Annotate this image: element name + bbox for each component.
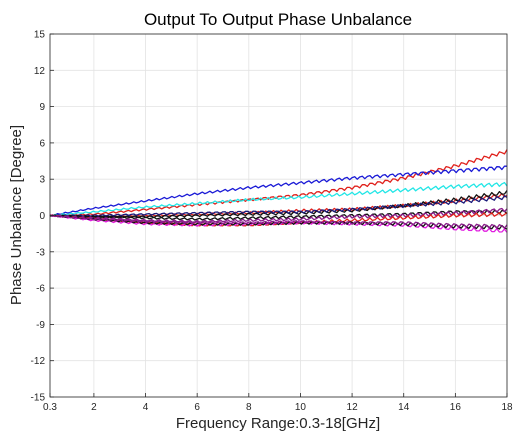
series-layer xyxy=(49,149,508,233)
x-tick-label: 8 xyxy=(246,402,252,413)
x-axis-ticks: 0.3 2 4 6 8 10 12 14 16 18 xyxy=(43,393,513,413)
x-tick-label: 0.3 xyxy=(43,402,57,413)
y-tick-label: -15 xyxy=(31,393,46,404)
x-tick-label: 16 xyxy=(450,402,462,413)
series-line xyxy=(49,195,508,217)
x-tick-label: 18 xyxy=(501,402,513,413)
x-tick-label: 2 xyxy=(91,402,97,413)
y-tick-label: 15 xyxy=(34,30,46,41)
y-tick-label: 6 xyxy=(39,138,45,149)
series-line xyxy=(49,165,508,217)
y-tick-label: 12 xyxy=(34,66,46,77)
y-axis-title: Phase Unbalance [Degree] xyxy=(8,125,25,305)
y-tick-label: -9 xyxy=(36,320,45,331)
chart-title: Output To Output Phase Unbalance xyxy=(144,10,412,29)
y-axis-ticks: 15 12 9 6 3 0 -3 -6 -9 -12 -15 xyxy=(31,30,54,404)
x-tick-label: 6 xyxy=(194,402,200,413)
y-tick-label: 0 xyxy=(39,211,45,222)
y-tick-label: -3 xyxy=(36,247,45,258)
y-tick-label: 3 xyxy=(39,175,45,186)
series-line xyxy=(49,214,508,229)
series-line xyxy=(49,190,508,219)
series-line xyxy=(50,181,508,217)
series-line xyxy=(49,207,508,223)
y-tick-label: 9 xyxy=(39,102,45,113)
y-tick-label: -12 xyxy=(31,356,46,367)
x-tick-label: 10 xyxy=(295,402,307,413)
x-tick-label: 4 xyxy=(143,402,149,413)
y-tick-label: -6 xyxy=(36,284,45,295)
x-axis-title: Frequency Range:0.3-18[GHz] xyxy=(176,415,380,432)
x-tick-label: 14 xyxy=(398,402,410,413)
x-tick-label: 12 xyxy=(347,402,359,413)
series-line xyxy=(49,149,508,217)
series-line xyxy=(49,214,508,230)
